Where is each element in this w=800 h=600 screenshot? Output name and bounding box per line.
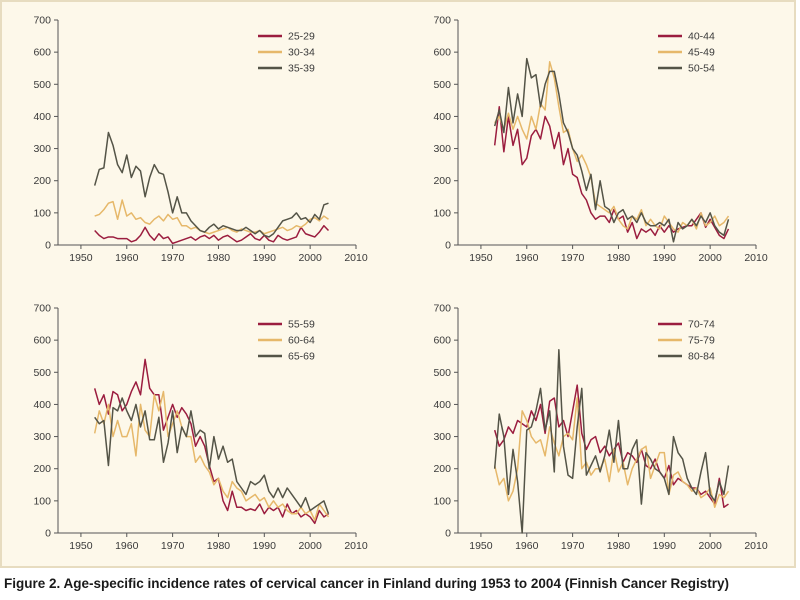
y-tick-label: 700	[433, 15, 451, 27]
y-tick-label: 500	[433, 79, 451, 91]
chart-panel-4: 0 100 200 300 400 500 600 700 1950 1960 1970 1980 19…	[433, 303, 768, 553]
series-line-70-74	[493, 384, 729, 509]
series-line-25-29	[94, 224, 330, 245]
x-tick-label: 1990	[653, 252, 677, 264]
x-tick-label: 2010	[744, 540, 768, 552]
y-tick-label: 200	[433, 463, 451, 475]
y-tick-label: 300	[33, 143, 51, 155]
y-tick-label: 500	[433, 367, 451, 379]
series-line-75-79	[493, 397, 730, 509]
y-tick-label: 100	[33, 207, 51, 219]
legend-label-75-79: 75-79	[688, 335, 715, 347]
y-tick-label: 0	[45, 528, 51, 540]
x-tick-label: 1980	[207, 540, 231, 552]
y-tick-label: 400	[33, 111, 51, 123]
y-tick-label: 0	[45, 240, 51, 252]
x-tick-label: 1970	[161, 540, 185, 552]
y-tick-label: 500	[33, 79, 51, 91]
series-line-35-39	[93, 131, 329, 238]
series-line-60-64	[93, 390, 330, 521]
legend-label-35-39: 35-39	[288, 63, 315, 75]
y-tick-label: 600	[433, 47, 451, 59]
x-tick-label: 1960	[115, 540, 139, 552]
figure-frame	[0, 0, 796, 568]
y-tick-label: 200	[433, 175, 451, 187]
x-tick-label: 2000	[698, 540, 722, 552]
x-tick-label: 1970	[561, 252, 585, 264]
x-tick-label: 1950	[69, 252, 93, 264]
x-tick-label: 2000	[298, 540, 322, 552]
y-tick-label: 0	[445, 528, 451, 540]
y-tick-label: 400	[33, 399, 51, 411]
x-tick-label: 1980	[607, 540, 631, 552]
x-tick-label: 2010	[344, 540, 368, 552]
x-tick-label: 1980	[607, 252, 631, 264]
x-tick-label: 1990	[653, 540, 677, 552]
legend-label-50-54: 50-54	[688, 63, 715, 75]
series-line-50-54	[493, 57, 730, 243]
y-tick-label: 600	[433, 335, 451, 347]
y-tick-label: 700	[33, 303, 51, 315]
y-tick-label: 300	[433, 143, 451, 155]
y-tick-label: 400	[433, 399, 451, 411]
y-tick-label: 200	[33, 175, 51, 187]
x-tick-label: 1970	[561, 540, 585, 552]
x-tick-label: 1960	[515, 540, 539, 552]
legend-label-80-84: 80-84	[688, 351, 715, 363]
y-tick-label: 400	[433, 111, 451, 123]
x-tick-label: 1990	[253, 540, 277, 552]
legend-label-60-64: 60-64	[288, 335, 315, 347]
x-tick-label: 2000	[698, 252, 722, 264]
x-tick-label: 1990	[253, 252, 277, 264]
legend-label-65-69: 65-69	[288, 351, 315, 363]
chart-panel-1: 0 100 200 300 400 500 600 700 1950 1960 1970 1980 19…	[33, 15, 368, 265]
y-tick-label: 300	[33, 431, 51, 443]
legend-label-45-49: 45-49	[688, 47, 715, 59]
x-tick-label: 1960	[115, 252, 139, 264]
legend-label-70-74: 70-74	[688, 319, 715, 331]
x-tick-label: 1950	[69, 540, 93, 552]
chart-panel-3: 0 100 200 300 400 500 600 700 1950 1960 1970 1980 19…	[33, 303, 368, 553]
x-tick-label: 2010	[344, 252, 368, 264]
x-tick-label: 2010	[744, 252, 768, 264]
y-tick-label: 100	[433, 495, 451, 507]
y-tick-label: 200	[33, 463, 51, 475]
series-line-30-34	[94, 199, 329, 235]
legend-label-40-44: 40-44	[688, 31, 715, 43]
series-line-55-59	[93, 358, 329, 525]
x-tick-label: 1970	[161, 252, 185, 264]
x-tick-label: 1960	[515, 252, 539, 264]
x-tick-label: 2000	[298, 252, 322, 264]
y-tick-label: 100	[433, 207, 451, 219]
chart-panel-2: 0 100 200 300 400 500 600 700 1950 1960 1970 1980 19…	[433, 15, 768, 265]
y-tick-label: 600	[33, 335, 51, 347]
y-tick-label: 0	[445, 240, 451, 252]
y-tick-label: 600	[33, 47, 51, 59]
legend-label-30-34: 30-34	[288, 47, 315, 59]
series-line-65-69	[94, 397, 330, 514]
x-tick-label: 1980	[207, 252, 231, 264]
legend-label-55-59: 55-59	[288, 319, 315, 331]
y-tick-label: 100	[33, 495, 51, 507]
figure-caption: Figure 2. Age-specific incidence rates o…	[4, 576, 729, 591]
x-tick-label: 1950	[469, 252, 493, 264]
legend-label-25-29: 25-29	[288, 31, 315, 43]
y-tick-label: 700	[33, 15, 51, 27]
y-tick-label: 500	[33, 367, 51, 379]
series-line-80-84	[493, 349, 730, 534]
y-tick-label: 300	[433, 431, 451, 443]
x-tick-label: 1950	[469, 540, 493, 552]
y-tick-label: 700	[433, 303, 451, 315]
